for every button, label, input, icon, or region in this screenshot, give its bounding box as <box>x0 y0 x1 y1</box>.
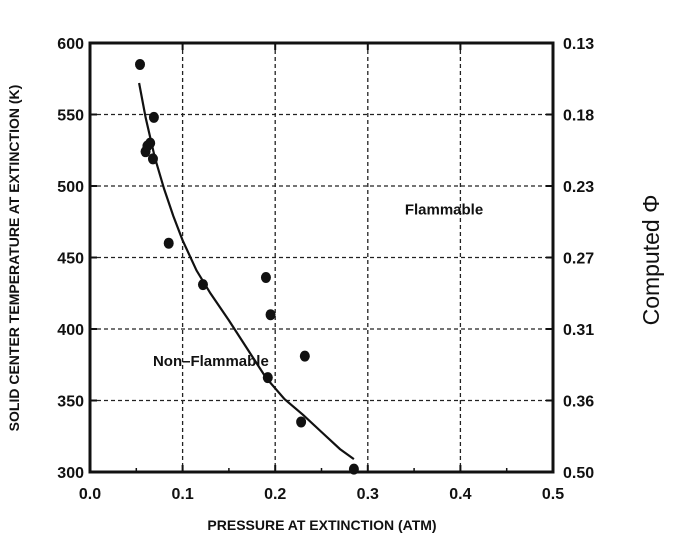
y2-tick-label: 0.31 <box>563 322 594 339</box>
y-tick-label: 450 <box>57 251 84 268</box>
x-tick-label: 0.3 <box>357 486 379 503</box>
y2-axis-label: Computed Φ <box>638 195 664 326</box>
data-point <box>145 137 156 149</box>
y2-tick-label: 0.27 <box>563 251 594 268</box>
data-point <box>147 153 158 165</box>
data-points <box>135 58 359 475</box>
fit-curve <box>138 82 355 460</box>
y-tick-label: 400 <box>57 322 84 339</box>
data-point <box>135 58 146 70</box>
data-point <box>163 237 174 249</box>
x-tick-label: 0.5 <box>542 486 564 503</box>
y-tick-label: 350 <box>57 394 84 411</box>
x-tick-label: 0.1 <box>171 486 193 503</box>
y2-tick-label: 0.50 <box>563 465 594 482</box>
y2-tick-label: 0.18 <box>563 108 594 125</box>
data-point <box>299 350 310 362</box>
y-tick-label: 300 <box>57 465 84 482</box>
y-tick-label: 500 <box>57 179 84 196</box>
y2-tick-label: 0.13 <box>563 36 594 53</box>
data-point <box>265 309 276 321</box>
y-axis-label: SOLID CENTER TEMPERATURE AT EXTINCTION (… <box>6 85 22 432</box>
y-tick-label: 600 <box>57 36 84 53</box>
annotations: Flammable Non–Flammable <box>153 202 483 371</box>
annotation-label: Non–Flammable <box>153 353 269 370</box>
annotation-label: Flammable <box>405 202 483 219</box>
data-point <box>260 272 271 284</box>
data-point <box>296 416 307 428</box>
data-point <box>262 372 273 384</box>
y2-tick-label: 0.36 <box>563 394 594 411</box>
y-tick-label: 550 <box>57 108 84 125</box>
y2-tick-label: 0.23 <box>563 179 594 196</box>
y-tick-labels: 300 350 400 450 500 550 600 <box>57 36 84 482</box>
ticks <box>89 42 554 473</box>
grid <box>90 43 553 472</box>
x-tick-label: 0.0 <box>79 486 101 503</box>
data-point <box>348 463 359 475</box>
x-tick-label: 0.2 <box>264 486 286 503</box>
x-axis-label: PRESSURE AT EXTINCTION (ATM) <box>207 517 436 533</box>
x-tick-labels: 0.0 0.1 0.2 0.3 0.4 0.5 <box>79 486 564 503</box>
y2-tick-labels: 0.50 0.36 0.31 0.27 0.23 0.18 0.13 <box>563 36 594 482</box>
data-point <box>148 111 159 123</box>
data-point <box>197 279 208 291</box>
x-tick-label: 0.4 <box>449 486 471 503</box>
